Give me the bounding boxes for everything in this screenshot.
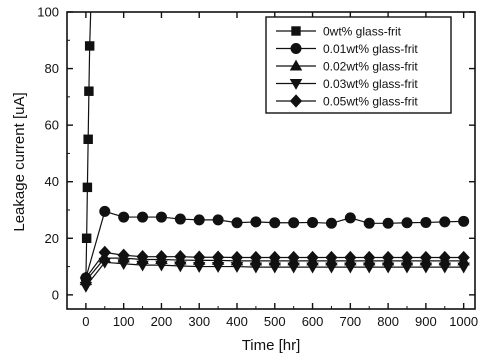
series-2-point — [137, 211, 149, 223]
x-tick-label: 800 — [377, 314, 399, 329]
legend-marker-4 — [289, 79, 303, 90]
y-tick-labels: 0 20 40 60 80 100 — [37, 5, 59, 303]
x-tick-label: 200 — [151, 314, 173, 329]
legend: 0wt% glass-frit 0.01wt% glass-frit 0.02wt%… — [265, 16, 452, 114]
axis-ticks — [67, 11, 475, 309]
y-tick-label: 60 — [45, 118, 59, 133]
series-4-point — [457, 262, 470, 274]
series-5-point — [325, 250, 338, 265]
y-tick-label: 100 — [37, 5, 59, 20]
series-2-point — [250, 216, 262, 228]
series-2-point — [325, 217, 337, 229]
series-1-point — [81, 233, 92, 244]
series-2-point — [231, 217, 243, 229]
legend-marker-1 — [291, 26, 301, 36]
series-1-point — [83, 134, 93, 145]
series-5-point — [155, 249, 168, 264]
x-tick-label: 0 — [82, 314, 89, 329]
series-5-point — [438, 250, 451, 265]
series-5-point — [363, 250, 376, 265]
series-2-point — [118, 211, 130, 223]
legend-marker-2 — [290, 42, 302, 54]
series-5-point — [400, 250, 414, 265]
y-tick-label: 20 — [45, 231, 59, 246]
series-2-point — [344, 212, 356, 224]
series-5-point — [306, 250, 319, 265]
x-tick-label: 700 — [339, 314, 361, 329]
series-5-point — [211, 250, 225, 264]
y-tick-label: 40 — [45, 174, 59, 189]
series-5-point — [117, 248, 130, 262]
series-5-point — [79, 271, 93, 285]
series-4-point — [268, 262, 282, 274]
series-5-point — [268, 250, 281, 265]
legend-marker-5 — [289, 94, 303, 108]
legend-label-1: 0wt% glass-frit — [323, 25, 402, 39]
x-tick-label: 500 — [264, 314, 286, 329]
legend-label-5: 0.05wt% glass-frit — [323, 95, 418, 109]
x-tick-label: 1000 — [449, 314, 478, 329]
series-2-point — [439, 216, 451, 228]
series-5-point — [174, 249, 187, 264]
series-2-point — [212, 214, 224, 226]
legend-label-3: 0.02wt% glass-frit — [323, 60, 418, 74]
series-5-point — [230, 250, 244, 265]
series-4-point — [362, 262, 376, 274]
y-tick-label: 80 — [45, 61, 59, 76]
series-5-point — [419, 250, 433, 265]
series-4-point — [438, 262, 452, 274]
legend-marker-3 — [289, 59, 303, 71]
series-5-point — [457, 250, 470, 265]
series-2-point — [363, 217, 375, 229]
series-5-point — [287, 250, 300, 265]
series-2-point — [458, 215, 470, 227]
x-axis-label: Time [hr] — [242, 337, 301, 354]
x-tick-labels: 0 100 200 300 400 500 600 700 800 900 1000 — [82, 314, 478, 329]
series-4-point — [249, 262, 263, 274]
series-5-point — [136, 249, 149, 264]
series-4-point — [344, 262, 357, 274]
series-2-point — [288, 217, 300, 229]
series-2-point — [269, 217, 281, 229]
x-tick-label: 100 — [113, 314, 135, 329]
series-5-point — [98, 245, 111, 260]
series-2-point — [382, 217, 394, 229]
series-2-point — [174, 213, 186, 225]
series-2-point — [193, 214, 205, 226]
x-tick-label: 400 — [226, 314, 248, 329]
series-5-point — [249, 250, 263, 265]
series-5-point — [193, 250, 206, 264]
x-tick-label: 600 — [302, 314, 324, 329]
x-tick-label: 900 — [415, 314, 437, 329]
series-4-point — [287, 262, 300, 274]
legend-label-2: 0.01wt% glass-frit — [323, 42, 418, 56]
y-tick-label: 0 — [52, 287, 59, 302]
series-2-point — [307, 216, 319, 228]
series-1-point — [82, 182, 93, 193]
series-5-point — [344, 250, 357, 265]
series-4-point — [400, 262, 414, 274]
series-1-point — [84, 41, 95, 51]
series-layer — [79, 12, 470, 293]
x-tick-label: 300 — [188, 314, 210, 329]
series-4-point — [381, 262, 395, 274]
legend-label-4: 0.03wt% glass-frit — [323, 77, 418, 91]
series-2-point — [401, 217, 413, 229]
series-4-point — [325, 262, 338, 274]
y-axis-label: Leakage current [uA] — [11, 92, 28, 231]
series-1-point — [84, 86, 94, 96]
series-4-point — [306, 262, 319, 274]
series-4-point — [419, 262, 433, 274]
plot-frame — [66, 11, 476, 310]
series-2-point — [99, 205, 111, 217]
series-5-point — [381, 250, 395, 265]
series-2-point — [155, 211, 167, 223]
series-2-point — [420, 216, 432, 228]
